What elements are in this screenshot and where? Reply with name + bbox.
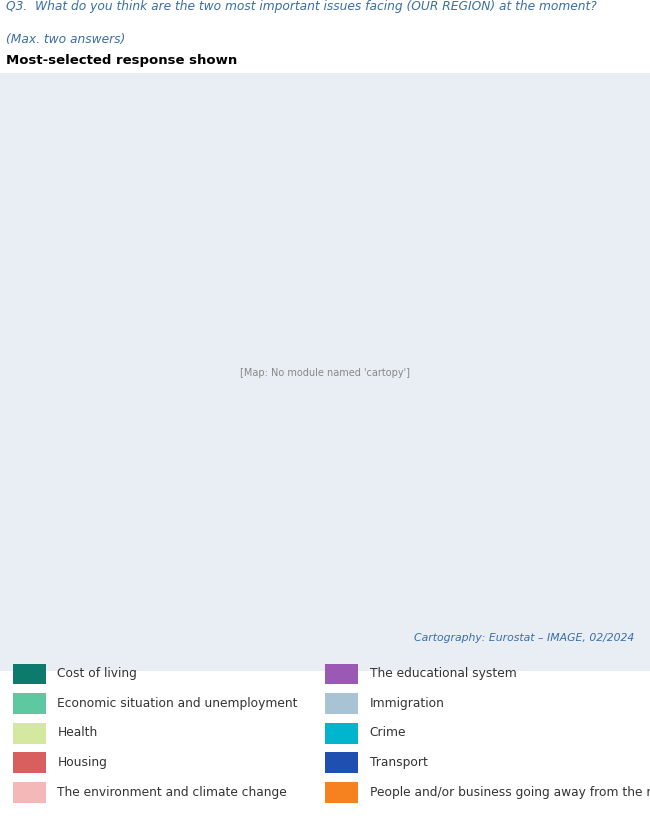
Bar [13,782,46,803]
Bar [13,723,46,743]
Bar [13,664,46,685]
Text: Q3.  What do you think are the two most important issues facing (OUR REGION) at : Q3. What do you think are the two most i… [6,0,597,13]
Bar [13,693,46,715]
Text: Transport: Transport [370,755,428,768]
Text: The educational system: The educational system [370,667,516,680]
Text: Economic situation and unemployment: Economic situation and unemployment [57,696,298,709]
Bar [325,693,358,715]
Text: Cartography: Eurostat – IMAGE, 02/2024: Cartography: Eurostat – IMAGE, 02/2024 [413,632,634,643]
Text: Most-selected response shown: Most-selected response shown [6,54,238,66]
Text: [Map: No module named 'cartopy']: [Map: No module named 'cartopy'] [240,367,410,378]
Bar [325,782,358,803]
Text: Crime: Crime [370,725,406,739]
Bar [325,664,358,685]
Text: The environment and climate change: The environment and climate change [57,785,287,798]
Bar [325,723,358,743]
Text: Health: Health [57,725,98,739]
Text: People and/or business going away from the region: People and/or business going away from t… [370,785,650,798]
Text: Housing: Housing [57,755,107,768]
Bar [13,753,46,773]
Bar [325,753,358,773]
Text: (Max. two answers): (Max. two answers) [6,33,125,46]
Text: Cost of living: Cost of living [57,667,137,680]
Text: Immigration: Immigration [370,696,445,709]
